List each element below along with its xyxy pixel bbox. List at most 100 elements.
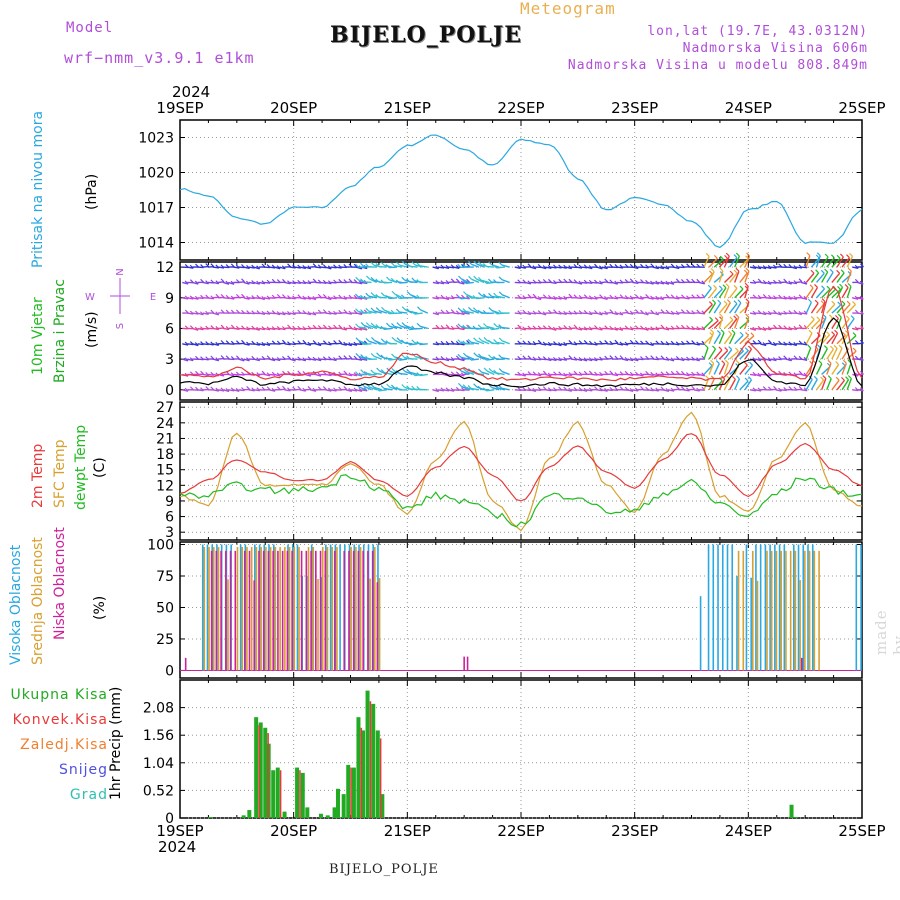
y-tick-label: 1014: [138, 236, 174, 252]
wind-barb: [767, 326, 772, 331]
wind-barb: [660, 280, 665, 285]
wind-barb: [453, 312, 460, 315]
wind-barb: [338, 355, 343, 360]
pressure-line: [179, 134, 863, 249]
wind-barb: [718, 363, 726, 375]
precip-conv-bar: [369, 701, 372, 818]
wind-barb: [830, 345, 834, 350]
wind-barb: [744, 282, 749, 287]
wind-barb: [368, 324, 377, 330]
wind-barb: [852, 347, 857, 352]
wind-barb: [287, 324, 291, 329]
wind-barb: [399, 324, 408, 330]
wind-barb: [723, 302, 731, 314]
wind-barb: [524, 327, 532, 330]
wind-barb: [614, 339, 619, 344]
wind-barb: [563, 295, 568, 300]
wind-barb: [831, 347, 838, 360]
wind-barb: [375, 307, 380, 311]
wind-barb: [729, 350, 739, 360]
wind-barb: [406, 278, 411, 283]
wind-barb: [338, 339, 343, 344]
wind-barb: [650, 263, 655, 268]
wind-barb: [558, 295, 562, 300]
wind-barb: [312, 324, 317, 329]
precip-bar: [258, 722, 263, 818]
wind-barb: [622, 311, 629, 314]
wind-barb: [712, 345, 716, 350]
wind-barb: [655, 295, 660, 300]
wind-barb: [445, 357, 450, 361]
wind-barb: [212, 296, 220, 299]
wind-barb: [749, 361, 753, 366]
precip-bar: [325, 815, 330, 818]
wind-barb: [644, 311, 649, 316]
wind-barb: [519, 389, 526, 392]
wind-barb: [829, 268, 834, 273]
wind-barb: [373, 355, 382, 360]
wind-barb: [841, 333, 849, 345]
wind-barb: [578, 357, 583, 361]
wind-barb: [713, 363, 720, 375]
wind-barb: [491, 295, 500, 299]
compass-n-label: N: [115, 268, 126, 275]
wind-barb: [735, 267, 740, 272]
wind-barb: [629, 387, 634, 392]
wind-barb: [826, 271, 834, 283]
wind-barb: [852, 332, 857, 337]
wind-barb: [798, 311, 803, 315]
wind-barb: [591, 373, 598, 376]
y-tick-label: 1.56: [143, 728, 174, 744]
wind-barb: [629, 339, 634, 344]
precip-bar: [375, 730, 380, 818]
wind-barb: [627, 281, 634, 284]
wind-barb: [355, 276, 360, 281]
wind-barb: [522, 372, 527, 377]
wind-barb: [381, 306, 385, 311]
compass-e-label: E: [150, 292, 156, 303]
wind-barb: [271, 387, 276, 392]
date-label-top: 19SEP: [156, 99, 203, 117]
wind-barb: [466, 339, 471, 344]
wind-barb: [814, 284, 818, 288]
wind-barb: [493, 356, 497, 360]
wind-barb: [391, 367, 396, 372]
wind-barb: [363, 281, 372, 284]
wind-barb: [713, 284, 717, 289]
date-label-top: 25SEP: [838, 99, 885, 117]
wind-barb: [583, 387, 588, 392]
wind-barb: [399, 358, 408, 361]
wind-barb: [757, 372, 762, 377]
wind-barb: [200, 326, 204, 331]
wind-barb: [467, 294, 472, 299]
wind-barb: [483, 323, 487, 327]
wind-barb: [798, 385, 803, 390]
wind-barb: [225, 280, 230, 285]
wind-barb: [476, 278, 485, 284]
precip-conv-bar: [258, 725, 260, 818]
wind-barb: [691, 340, 696, 345]
wind-barb: [482, 356, 487, 361]
legend-total-rain: Ukupna Kisa: [10, 687, 108, 703]
wind-barb: [743, 361, 748, 366]
wind-barb: [826, 285, 831, 290]
wind-barb: [282, 294, 286, 299]
wind-barb: [729, 316, 734, 321]
wind-barb: [233, 327, 240, 330]
wind-barb: [414, 312, 423, 315]
wind-barb: [282, 339, 286, 344]
wind-barb: [380, 369, 385, 374]
wind-barb: [365, 263, 370, 268]
wind-barb: [842, 359, 847, 364]
wind-barb: [460, 356, 469, 360]
wind-barb: [360, 354, 365, 358]
wind-barb: [481, 279, 490, 284]
wind-barb: [744, 301, 750, 314]
wind-barb: [733, 284, 738, 289]
wind-barb: [570, 327, 578, 330]
wind-barb: [783, 278, 788, 283]
wind-barb: [307, 386, 312, 390]
wind-barb: [624, 356, 629, 361]
wind-barb: [445, 296, 450, 300]
wind-barb: [594, 386, 598, 390]
